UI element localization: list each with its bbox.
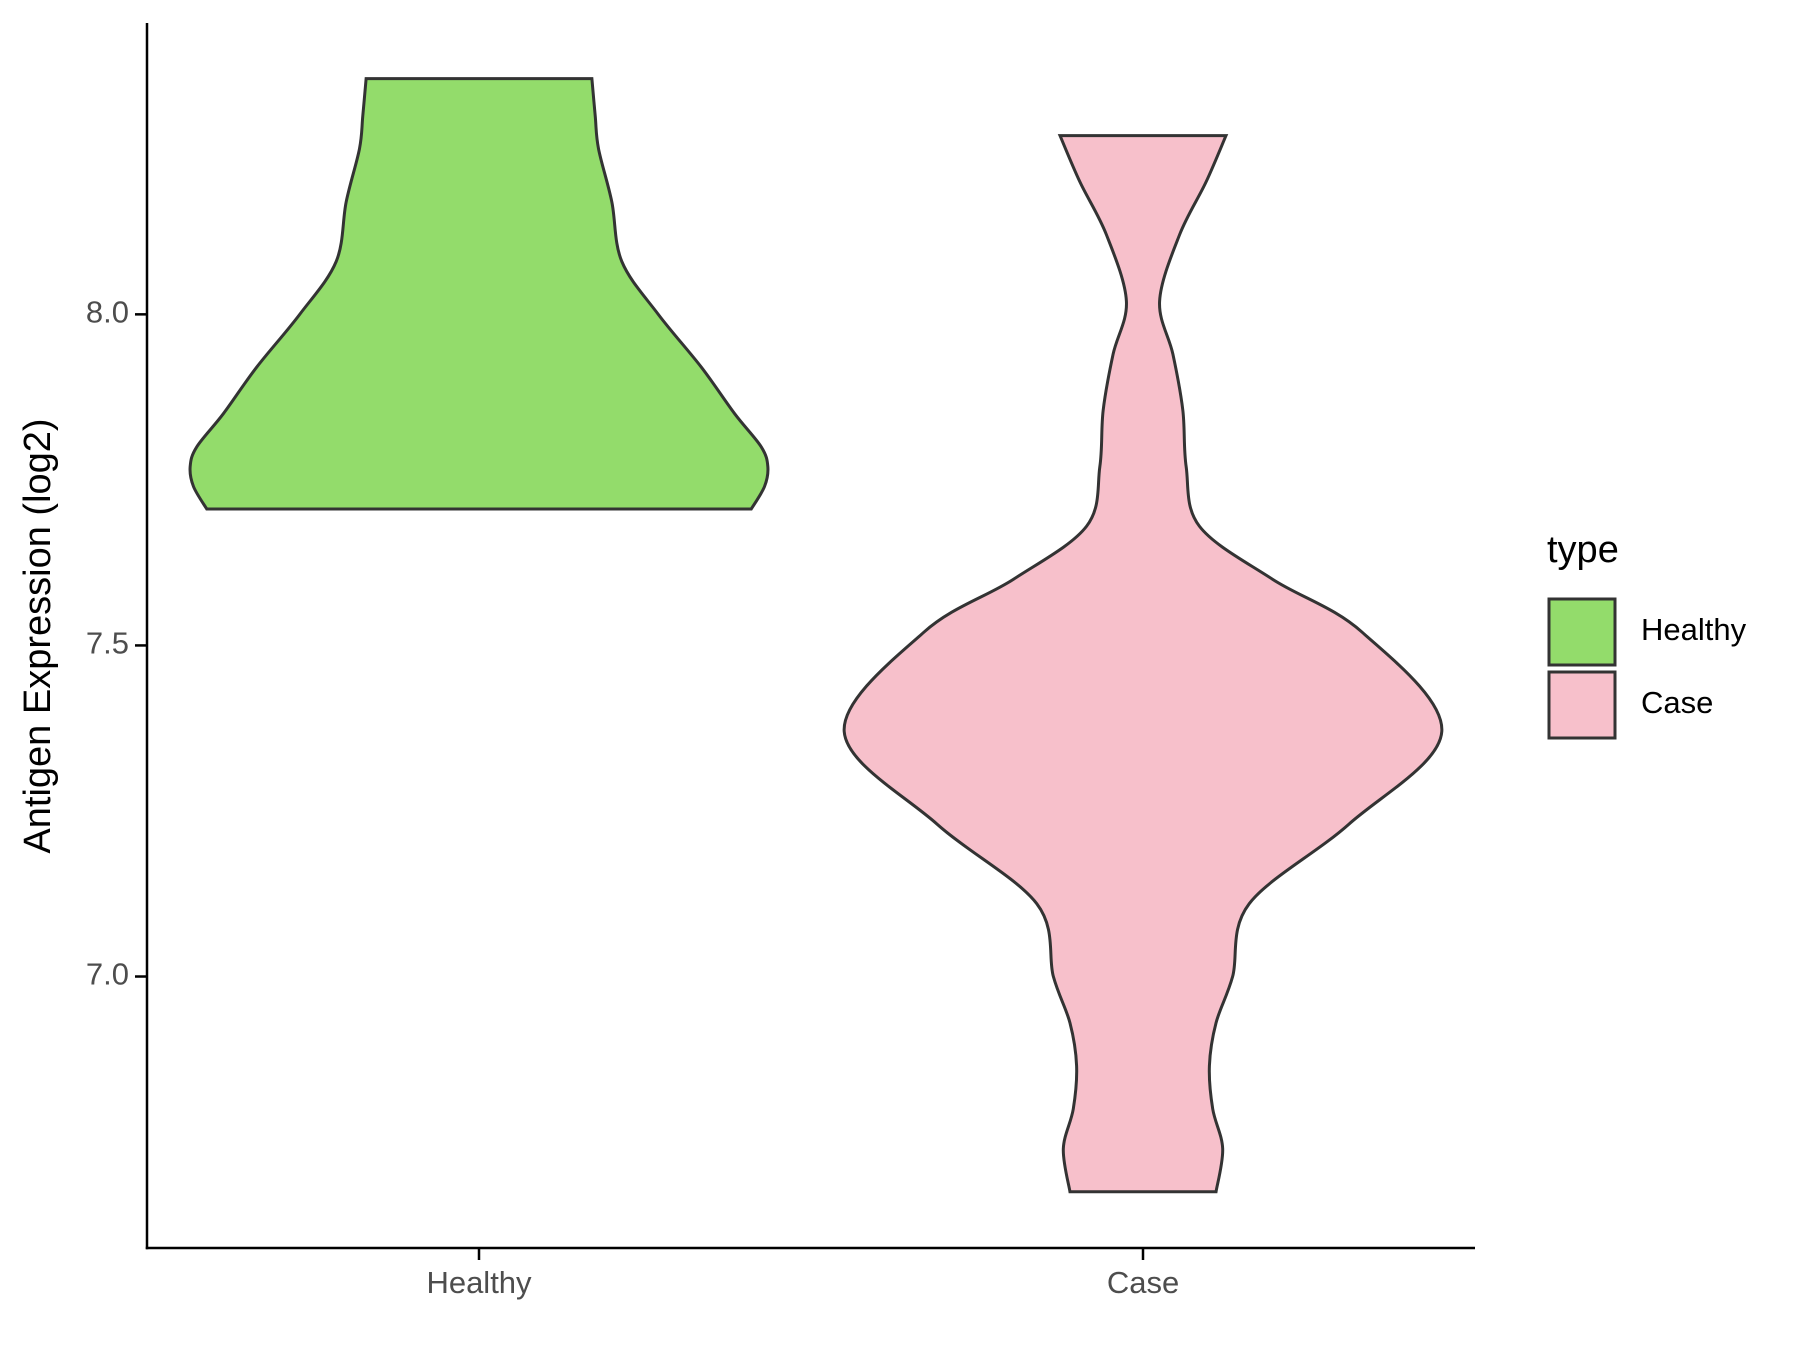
legend-key xyxy=(1547,597,1617,667)
y-axis-title: Antigen Expression (log2) xyxy=(17,418,59,853)
legend-label: Healthy xyxy=(1641,612,1747,647)
y-tick-label: 7.5 xyxy=(86,626,129,661)
y-tick-label: 8.0 xyxy=(86,295,129,330)
legend-label: Case xyxy=(1641,685,1713,720)
y-tick-label: 7.0 xyxy=(86,957,129,992)
violin xyxy=(188,77,770,511)
legend-key xyxy=(1547,670,1617,740)
legend-title: type xyxy=(1547,529,1619,571)
violin xyxy=(842,134,1444,1194)
x-tick-label: Case xyxy=(1107,1265,1179,1300)
x-tick-label: Healthy xyxy=(426,1265,532,1300)
